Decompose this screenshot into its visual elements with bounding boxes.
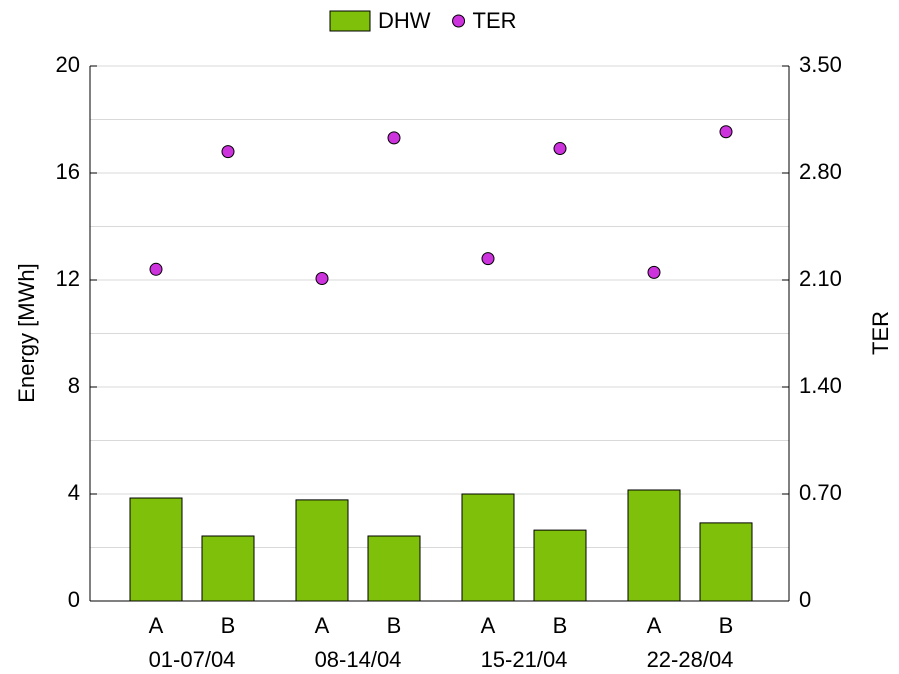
point: [221, 145, 235, 159]
bar: [699, 522, 753, 602]
y2-tick-label: 1.40: [799, 373, 842, 398]
y-tick-label: 16: [56, 159, 80, 184]
legend-swatch: [452, 14, 466, 28]
point: [387, 131, 401, 145]
bar: [367, 535, 421, 602]
point: [481, 252, 495, 266]
y2-tick-label: 3.50: [799, 52, 842, 77]
bar: [129, 497, 183, 602]
x-tick-label: A: [481, 613, 496, 638]
y2-tick-label: 2.10: [799, 266, 842, 291]
legend-label: TER: [473, 8, 517, 33]
x-tick-label: B: [553, 613, 568, 638]
point: [315, 271, 329, 285]
x-tick-label: A: [647, 613, 662, 638]
bar: [461, 493, 515, 602]
group-label: 01-07/04: [149, 647, 236, 672]
y-tick-label: 8: [68, 373, 80, 398]
x-tick-label: A: [315, 613, 330, 638]
group-label: 22-28/04: [647, 647, 734, 672]
point: [149, 262, 163, 276]
x-tick-label: B: [719, 613, 734, 638]
y2-tick-label: 0: [799, 587, 811, 612]
group-label: 15-21/04: [481, 647, 568, 672]
bar: [533, 529, 587, 602]
x-tick-label: B: [387, 613, 402, 638]
point: [647, 265, 661, 279]
y-tick-label: 12: [56, 266, 80, 291]
point: [719, 125, 733, 139]
x-tick-label: B: [221, 613, 236, 638]
y-tick-label: 20: [56, 52, 80, 77]
y2-tick-label: 0.70: [799, 480, 842, 505]
group-label: 08-14/04: [315, 647, 402, 672]
y2-axis-label: TER: [868, 311, 893, 355]
bar: [627, 489, 681, 602]
bar: [295, 499, 349, 602]
y-tick-label: 4: [68, 480, 80, 505]
legend-label: DHW: [378, 8, 431, 33]
point: [553, 142, 567, 156]
y2-tick-label: 2.80: [799, 159, 842, 184]
x-tick-label: A: [149, 613, 164, 638]
y-tick-label: 0: [68, 587, 80, 612]
bar: [201, 535, 255, 602]
y-axis-label: Energy [MWh]: [14, 263, 39, 402]
legend-swatch: [329, 10, 371, 32]
